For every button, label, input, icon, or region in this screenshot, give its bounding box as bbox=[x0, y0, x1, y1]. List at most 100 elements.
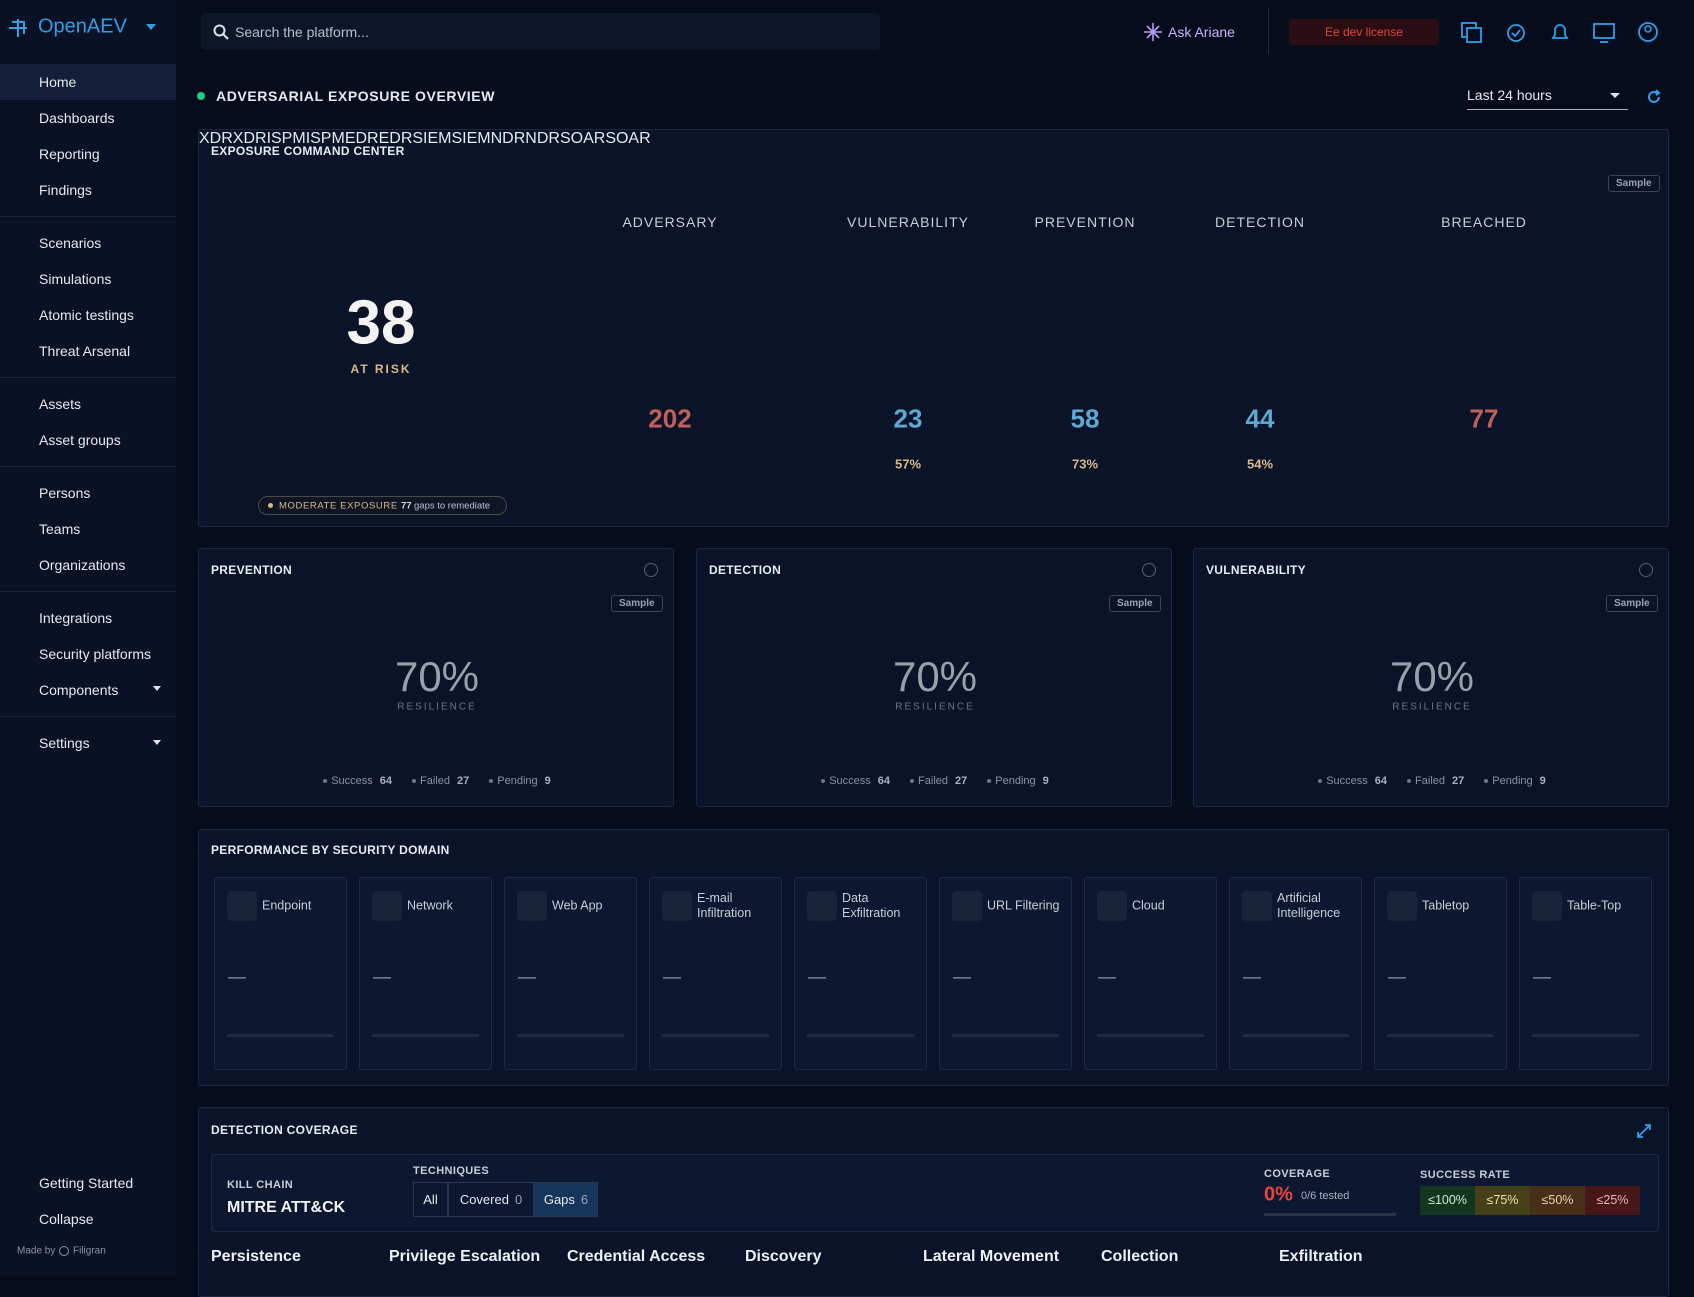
filter-label: Covered bbox=[459, 1192, 509, 1207]
coverage-label: COVERAGE bbox=[1264, 1168, 1331, 1180]
license-box[interactable]: Ee dev license bbox=[1289, 19, 1439, 45]
nav-label: Integrations bbox=[39, 610, 113, 626]
node-label: NDR bbox=[525, 130, 560, 147]
ask-ariane[interactable]: Ask Ariane bbox=[1168, 24, 1235, 40]
nav-separator bbox=[0, 591, 176, 592]
nav-item[interactable]: Threat Arsenal bbox=[0, 333, 176, 369]
legend-dot bbox=[1407, 779, 1412, 783]
card-icon[interactable] bbox=[644, 563, 658, 577]
legend-value: 9 bbox=[1042, 775, 1049, 787]
search-placeholder: Search the platform... bbox=[235, 24, 369, 40]
brand-caret[interactable] bbox=[145, 22, 157, 32]
domain-bar bbox=[1097, 1034, 1204, 1037]
search-box[interactable]: Search the platform... bbox=[201, 13, 880, 50]
domain-value: — bbox=[663, 966, 681, 987]
domain-value: — bbox=[1388, 966, 1406, 987]
node-label: SOAR bbox=[605, 130, 651, 147]
domain-tile[interactable]: Tabletop — bbox=[1374, 877, 1507, 1070]
collapse[interactable]: Collapse bbox=[39, 1211, 94, 1227]
toolbar-icons[interactable] bbox=[1460, 20, 1670, 44]
nav-item[interactable]: Findings bbox=[0, 172, 176, 208]
nav-item[interactable]: Organizations bbox=[0, 547, 176, 583]
domain-tile[interactable]: Endpoint — bbox=[214, 877, 347, 1070]
technique-filter[interactable]: Covered 0 bbox=[448, 1182, 534, 1217]
legend-dot bbox=[323, 779, 328, 783]
card-title: VULNERABILITY bbox=[1206, 563, 1306, 577]
legend-value: 27 bbox=[1452, 775, 1465, 787]
nav-item[interactable]: Integrations bbox=[0, 600, 176, 636]
sample-badge: Sample bbox=[1109, 595, 1161, 612]
nav-item[interactable]: Asset groups bbox=[0, 422, 176, 458]
nav-separator bbox=[0, 716, 176, 717]
legend-value: 9 bbox=[544, 775, 551, 787]
license-text: Ee dev license bbox=[1324, 25, 1404, 39]
resilience-card: DETECTION Sample 70% RESILIENCE Success 64 Fai… bbox=[696, 548, 1172, 807]
domain-bar bbox=[227, 1034, 334, 1037]
nav-separator bbox=[0, 466, 176, 467]
stage-name: ADVERSARY bbox=[622, 214, 718, 230]
domain-tile[interactable]: URL Filtering — bbox=[939, 877, 1072, 1070]
node-badge-text: ISPM bbox=[266, 130, 306, 147]
success-rate-chip: ≤25% bbox=[1585, 1186, 1640, 1215]
domain-tile[interactable]: Table-Top — bbox=[1519, 877, 1652, 1070]
domain-bar bbox=[807, 1034, 914, 1037]
stage-value: 44 bbox=[1245, 403, 1275, 434]
legend-dot bbox=[412, 779, 417, 783]
exposure-status: MODERATE EXPOSURE 77 gaps to remediate bbox=[258, 496, 507, 515]
settings-caret[interactable] bbox=[152, 739, 162, 747]
tactic-name: Exfiltration bbox=[1279, 1248, 1363, 1265]
legend-label: Failed bbox=[1415, 775, 1446, 787]
nav-item[interactable]: Home bbox=[0, 64, 176, 100]
components-caret[interactable] bbox=[152, 685, 162, 693]
legend-value: 64 bbox=[379, 775, 393, 787]
domain-name: E-mail Infiltration bbox=[697, 891, 752, 920]
domain-tile[interactable]: Data Exfiltration — bbox=[794, 877, 927, 1070]
nav-label: Findings bbox=[39, 182, 92, 198]
getting-started[interactable]: Getting Started bbox=[39, 1175, 134, 1191]
legend-item: Success 64 bbox=[821, 775, 890, 787]
legend-item: Pending 9 bbox=[987, 775, 1049, 787]
domain-name: Artificial Intelligence bbox=[1277, 891, 1341, 920]
nav-item[interactable]: Persons bbox=[0, 475, 176, 511]
domain-tile[interactable]: Network — bbox=[359, 877, 492, 1070]
kill-chain[interactable]: MITRE ATT&CK bbox=[227, 1199, 346, 1216]
nav-item[interactable]: Atomic testings bbox=[0, 297, 176, 333]
tactic-name: Persistence bbox=[211, 1248, 301, 1265]
domain-icon bbox=[952, 891, 982, 921]
card-icon[interactable] bbox=[1639, 563, 1653, 577]
domain-value: — bbox=[1243, 966, 1261, 987]
ariane-icon bbox=[1144, 23, 1162, 41]
domain-tile[interactable]: Artificial Intelligence — bbox=[1229, 877, 1362, 1070]
nav-item[interactable]: Dashboards bbox=[0, 100, 176, 136]
nav-label: Home bbox=[39, 74, 77, 90]
expand-icon[interactable] bbox=[1637, 1124, 1651, 1138]
domain-tile[interactable]: Cloud — bbox=[1084, 877, 1217, 1070]
nav-item[interactable]: Teams bbox=[0, 511, 176, 547]
nav-label: Scenarios bbox=[39, 235, 102, 251]
nav-item[interactable]: Reporting bbox=[0, 136, 176, 172]
technique-filter[interactable]: Gaps 6 bbox=[534, 1182, 598, 1217]
stage-name: DETECTION bbox=[1215, 214, 1305, 230]
nav-item[interactable]: Scenarios bbox=[0, 225, 176, 261]
card-icon[interactable] bbox=[1142, 563, 1156, 577]
legend-dot bbox=[987, 779, 992, 783]
filter-count: 6 bbox=[580, 1192, 589, 1207]
nav-item[interactable]: Assets bbox=[0, 386, 176, 422]
technique-filter[interactable]: All bbox=[413, 1182, 448, 1217]
domain-tile[interactable]: E-mail Infiltration — bbox=[649, 877, 782, 1070]
time-range-select[interactable]: Last 24 hours bbox=[1467, 84, 1628, 110]
nav-item[interactable]: Simulations bbox=[0, 261, 176, 297]
domain-tile[interactable]: Web App — bbox=[504, 877, 637, 1070]
nav-item[interactable]: Settings bbox=[0, 725, 176, 761]
domain-value: — bbox=[373, 966, 391, 987]
refresh-icon[interactable] bbox=[1645, 88, 1663, 106]
status-gaps: 77 bbox=[401, 500, 412, 512]
legend-value: 9 bbox=[1539, 775, 1546, 787]
company: Filigran bbox=[73, 1245, 106, 1257]
nav-item[interactable]: Components bbox=[0, 672, 176, 708]
domain-name: URL Filtering bbox=[987, 898, 1060, 913]
domain-value: — bbox=[1533, 966, 1551, 987]
card-title: DETECTION bbox=[709, 563, 782, 577]
legend-dot bbox=[1318, 779, 1323, 783]
nav-item[interactable]: Security platforms bbox=[0, 636, 176, 672]
